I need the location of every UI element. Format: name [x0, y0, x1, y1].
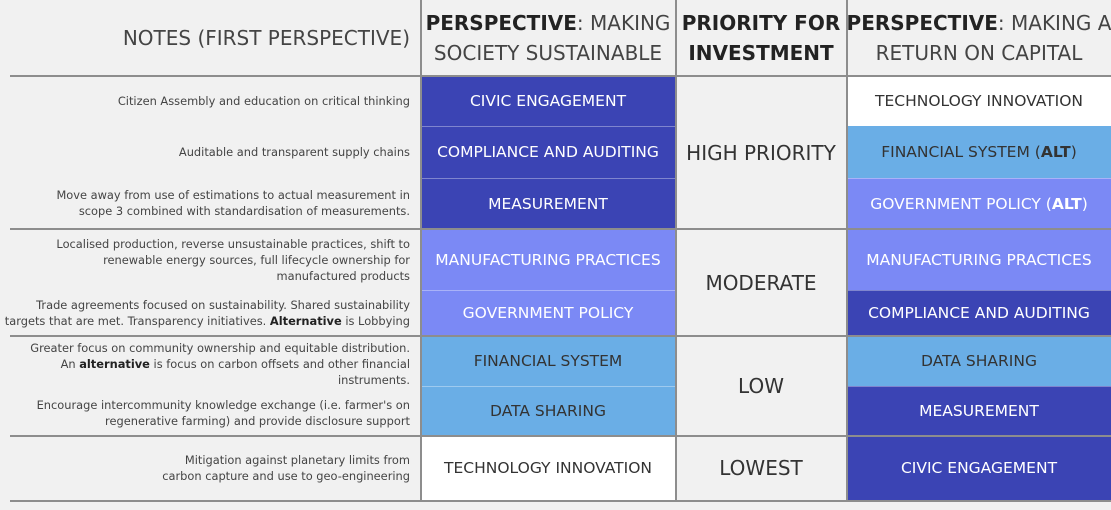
return-data-sharing: DATA SHARING: [847, 336, 1111, 386]
cell-separator: [421, 386, 675, 387]
society-government-policy: GOVERNMENT POLICY: [421, 290, 675, 336]
society-manufacturing-practices: MANUFACTURING PRACTICES: [421, 229, 675, 290]
cell-separator: [847, 178, 1111, 179]
return-technology-innovation: TECHNOLOGY INNOVATION: [847, 76, 1111, 126]
note-data-sharing: Encourage intercommunity knowledge excha…: [36, 398, 410, 428]
return-financial-system-alt: FINANCIAL SYSTEM (ALT): [847, 126, 1111, 178]
grid-line-col3: [846, 0, 848, 501]
note-civic-engagement: Citizen Assembly and education on critic…: [117, 94, 410, 108]
cell-separator: [421, 290, 675, 291]
grid-line-group1: [10, 228, 1111, 230]
return-compliance-auditing: COMPLIANCE AND AUDITING: [847, 290, 1111, 336]
note-compliance-auditing: Auditable and transparent supply chains: [178, 145, 410, 159]
society-compliance-auditing: COMPLIANCE AND AUDITING: [421, 126, 675, 178]
note-manufacturing-practices: Localised production, reverse unsustaina…: [56, 236, 410, 283]
priority-moderate: MODERATE: [705, 270, 817, 295]
return-civic-engagement: CIVIC ENGAGEMENT: [847, 436, 1111, 500]
cell-separator: [421, 126, 675, 127]
cell-separator: [847, 386, 1111, 387]
society-technology-innovation: TECHNOLOGY INNOVATION: [421, 436, 675, 500]
return-government-policy-alt: GOVERNMENT POLICY (ALT): [847, 178, 1111, 229]
note-financial-system: Greater focus on community ownership and…: [30, 340, 410, 387]
society-financial-system: FINANCIAL SYSTEM: [421, 336, 675, 386]
society-perspective-header: PERSPECTIVE: MAKING SOCIETY SUSTAINABLE: [425, 11, 671, 65]
grid-line-bottom: [10, 500, 1111, 502]
note-technology-innovation: Mitigation against planetary limits from…: [162, 453, 410, 483]
return-measurement: MEASUREMENT: [847, 386, 1111, 436]
note-measurement: Move away from use of estimations to act…: [56, 188, 410, 218]
society-data-sharing: DATA SHARING: [421, 386, 675, 436]
priority-high: HIGH PRIORITY: [686, 140, 836, 165]
priority-lowest: LOWEST: [719, 456, 803, 480]
return-manufacturing-practices: MANUFACTURING PRACTICES: [847, 229, 1111, 290]
society-measurement: MEASUREMENT: [421, 178, 675, 229]
grid-line-header: [10, 75, 1111, 77]
grid-line-col2: [675, 0, 677, 501]
return-perspective-header: PERSPECTIVE: MAKING A RETURN ON CAPITAL: [846, 11, 1111, 65]
grid-line-group3: [10, 435, 1111, 437]
cell-separator: [847, 290, 1111, 291]
grid-line-group2: [10, 335, 1111, 337]
note-government-policy: Trade agreements focused on sustainabili…: [4, 297, 410, 328]
grid-line-col1: [420, 0, 422, 501]
society-civic-engagement: CIVIC ENGAGEMENT: [421, 76, 675, 126]
priority-low: LOW: [738, 374, 784, 398]
notes-column-header: NOTES (FIRST PERSPECTIVE): [122, 26, 410, 50]
cell-separator: [421, 178, 675, 179]
priority-header: PRIORITY FOR INVESTMENT: [681, 11, 841, 65]
